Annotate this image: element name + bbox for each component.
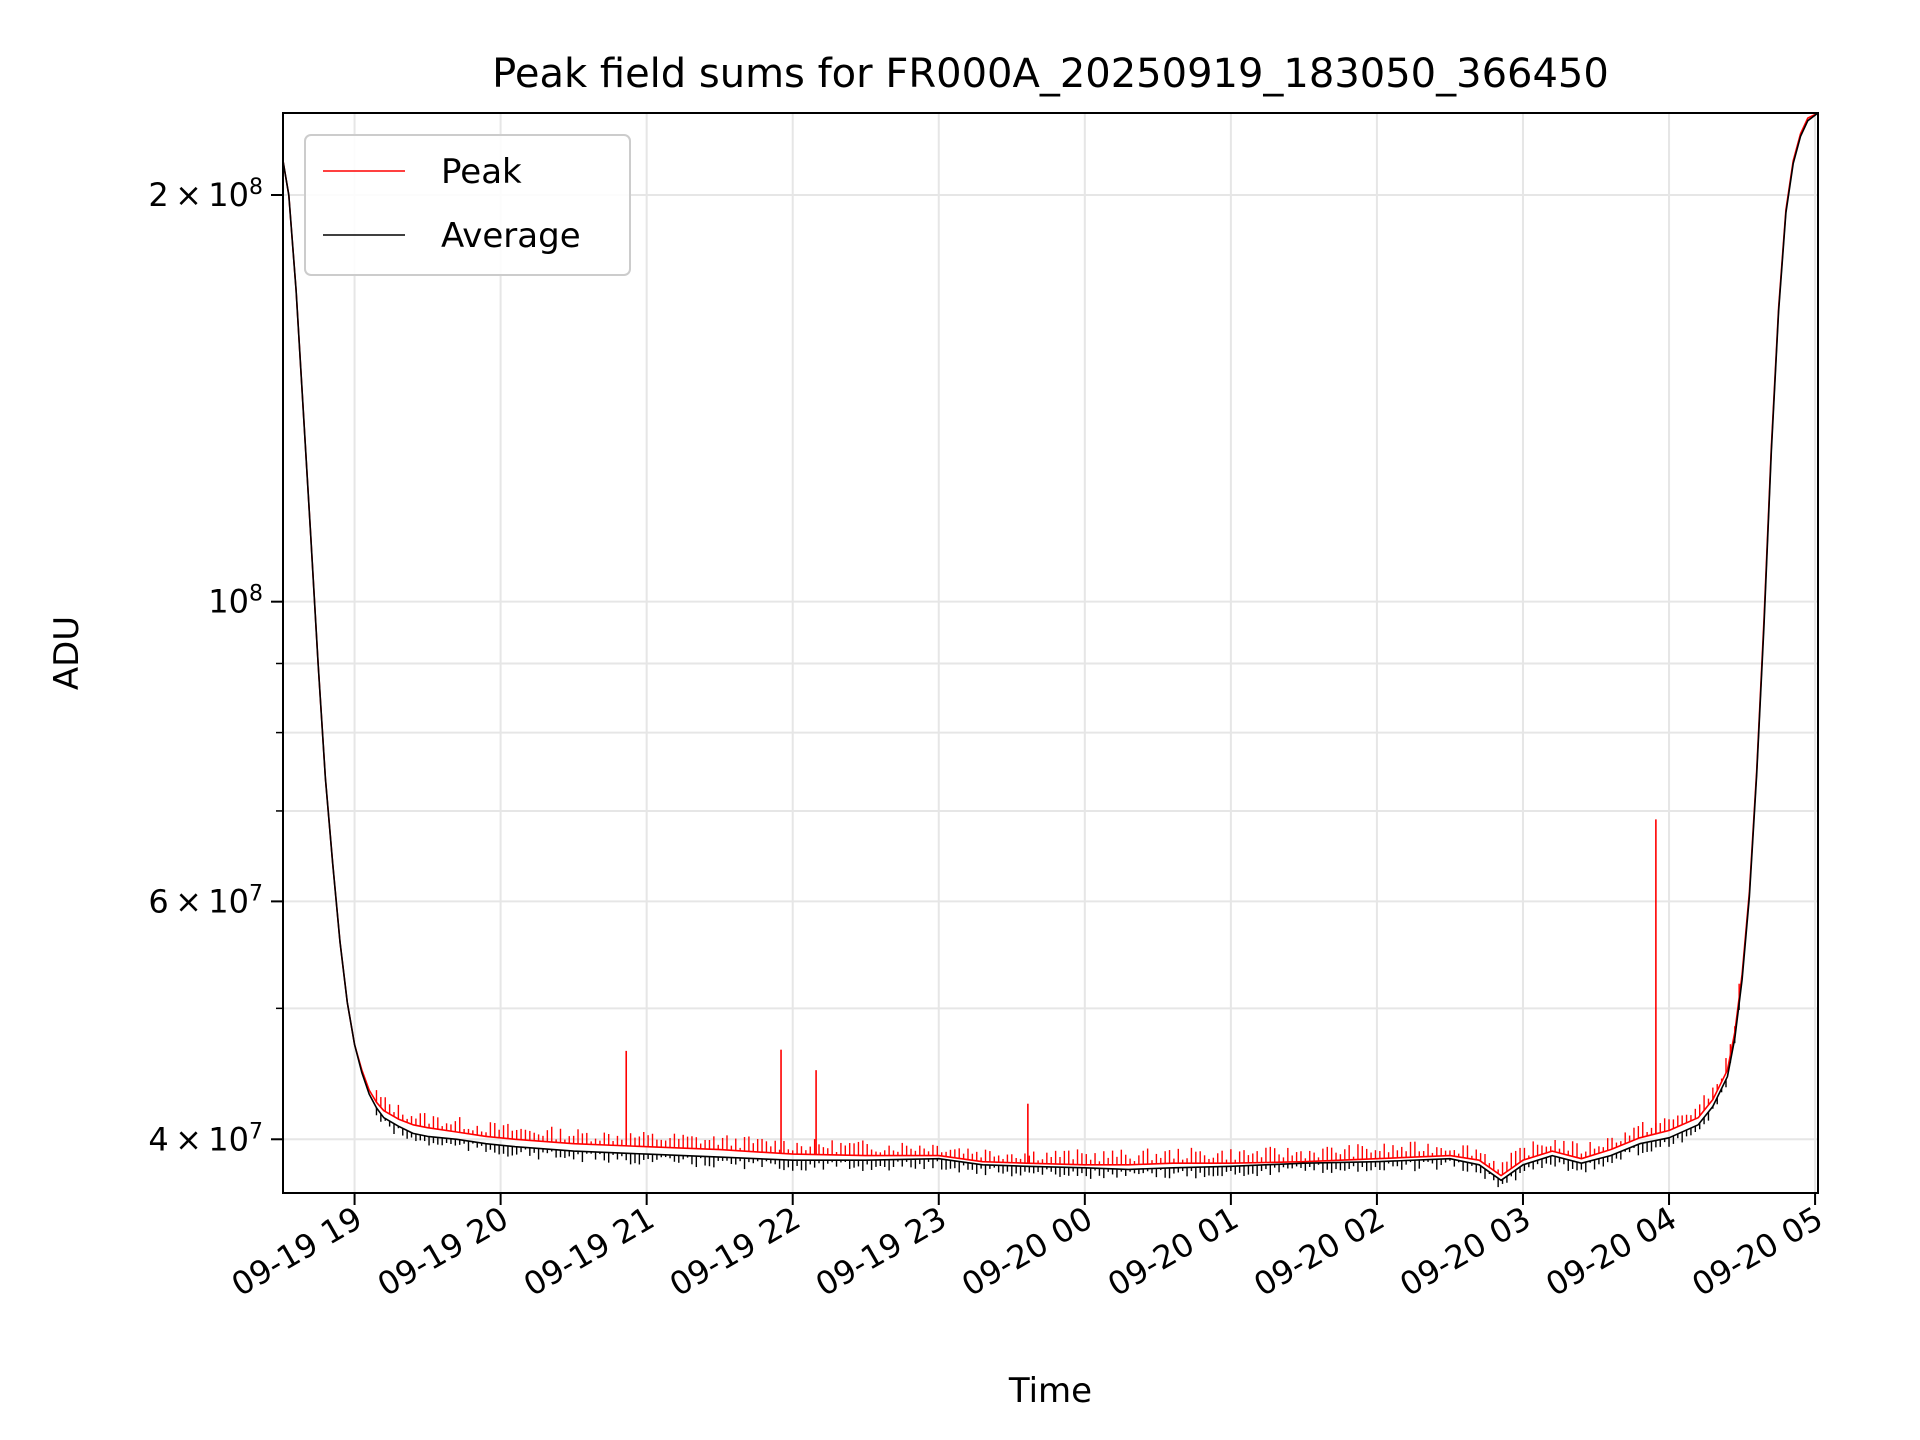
grid bbox=[283, 113, 1818, 1193]
legend: Peak Average bbox=[304, 134, 631, 276]
legend-box bbox=[304, 134, 631, 276]
x-axis-label: Time bbox=[1008, 1371, 1092, 1411]
chart-title: Peak field sums for FR000A_20250919_1830… bbox=[492, 51, 1609, 97]
y-axis: 4 × 107 6 × 107 108 2 × 108 bbox=[148, 175, 283, 1159]
y-tick-label: 6 × 107 bbox=[148, 881, 263, 921]
spikes-group bbox=[625, 819, 1657, 1164]
series-average-group bbox=[283, 113, 1818, 1188]
axes-frame bbox=[282, 112, 1819, 1194]
legend-label-peak: Peak bbox=[441, 152, 522, 192]
y-tick-label: 2 × 108 bbox=[148, 175, 263, 215]
y-tick-label: 4 × 107 bbox=[148, 1119, 263, 1159]
legend-label-average: Average bbox=[441, 216, 581, 256]
series-layer bbox=[283, 113, 1818, 1188]
y-tick-label: 108 bbox=[208, 581, 263, 621]
y-axis-label: ADU bbox=[47, 616, 87, 690]
series-average-line bbox=[283, 113, 1818, 1182]
